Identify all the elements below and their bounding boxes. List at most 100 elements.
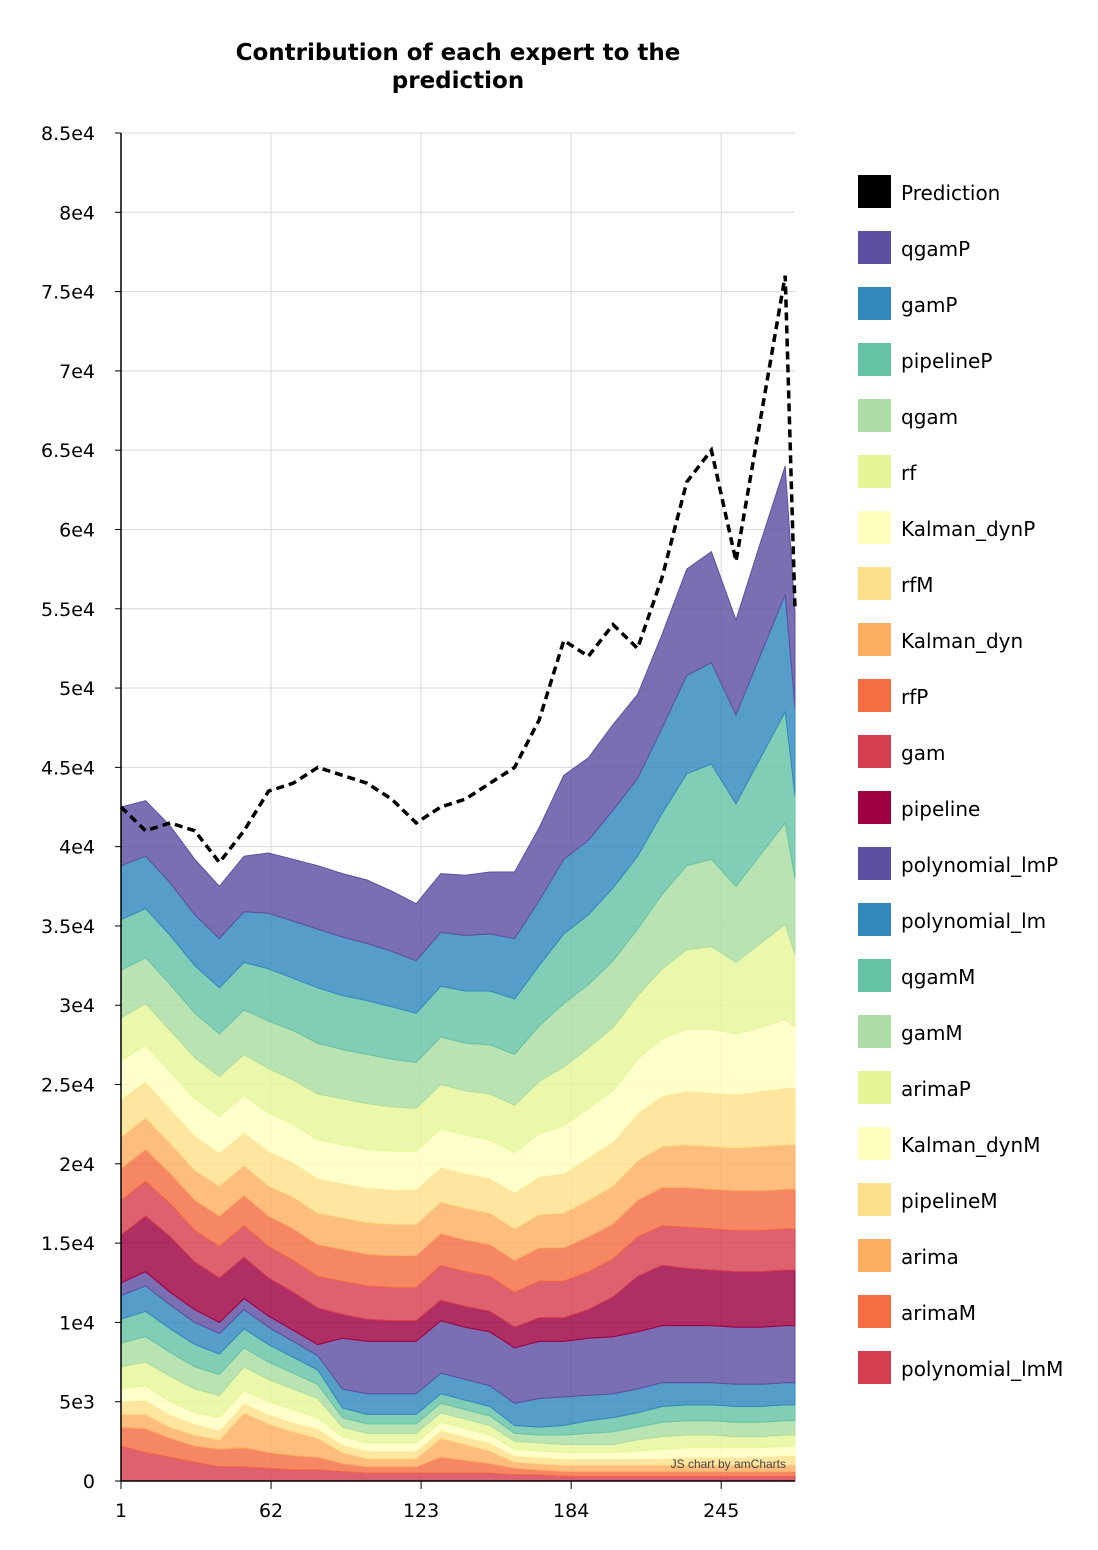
legend-swatch — [858, 1295, 891, 1328]
legend-label: polynomial_lmP — [901, 853, 1058, 877]
y-tick-label: 4.5e4 — [41, 757, 95, 779]
legend-item-arimaP[interactable]: arimaP — [858, 1071, 971, 1104]
legend-swatch — [858, 511, 891, 544]
prediction-line[interactable] — [119, 275, 797, 866]
legend-swatch — [858, 175, 891, 208]
legend-swatch — [858, 1127, 891, 1160]
legend-item-qgam[interactable]: qgam — [858, 399, 958, 432]
legend-swatch — [858, 735, 891, 768]
legend-item-polynomial_lm[interactable]: polynomial_lm — [858, 903, 1046, 936]
legend-item-Kalman_dyn[interactable]: Kalman_dyn — [858, 623, 1023, 656]
legend-label: qgamP — [901, 237, 970, 261]
legend-label: rfM — [901, 573, 934, 597]
legend-swatch — [858, 1071, 891, 1104]
legend-label: rfP — [901, 685, 928, 709]
y-tick-label: 4e4 — [59, 837, 95, 859]
legend-label: Kalman_dynP — [901, 517, 1035, 541]
y-tick-label: 5.5e4 — [41, 599, 95, 621]
y-tick-label: 5e4 — [59, 678, 95, 700]
legend-label: gamP — [901, 293, 958, 317]
legend-swatch — [858, 231, 891, 264]
y-tick-label: 7.5e4 — [41, 282, 95, 304]
legend-label: qgam — [901, 405, 958, 429]
area-series-qgamP[interactable] — [120, 465, 796, 962]
legend-item-gamM[interactable]: gamM — [858, 1015, 963, 1048]
legend-item-gamP[interactable]: gamP — [858, 287, 958, 320]
stacked-areas — [120, 465, 796, 1482]
legend-item-rf[interactable]: rf — [858, 455, 917, 488]
legend-swatch — [858, 959, 891, 992]
y-tick-label: 5e3 — [59, 1392, 95, 1414]
y-tick-label: 2.5e4 — [41, 1075, 95, 1097]
legend-item-pipelineM[interactable]: pipelineM — [858, 1183, 998, 1216]
y-tick-label: 6.5e4 — [41, 440, 95, 462]
legend-swatch — [858, 567, 891, 600]
legend-label: polynomial_lm — [901, 909, 1046, 933]
x-tick-label: 1 — [115, 1500, 127, 1522]
legend-swatch — [858, 287, 891, 320]
legend-item-rfP[interactable]: rfP — [858, 679, 928, 712]
legend-item-polynomial_lmP[interactable]: polynomial_lmP — [858, 847, 1058, 880]
y-tick-label: 2e4 — [59, 1154, 95, 1176]
legend-item-arima[interactable]: arima — [858, 1239, 959, 1272]
x-tick-label: 184 — [553, 1500, 589, 1522]
legend-item-gam[interactable]: gam — [858, 735, 945, 768]
legend-swatch — [858, 1351, 891, 1384]
y-tick-label: 6e4 — [59, 519, 95, 541]
prediction-line-layer — [119, 275, 797, 866]
chart-title: Contribution of each expert to the predi… — [236, 40, 681, 94]
legend: Prediction qgamP gamP pipelineP qgam rf Kalman… — [858, 175, 1063, 1384]
legend-swatch — [858, 903, 891, 936]
legend-item-Kalman_dynP[interactable]: Kalman_dynP — [858, 511, 1035, 544]
x-tick-label: 62 — [259, 1500, 283, 1522]
legend-label: pipelineP — [901, 349, 992, 373]
legend-swatch — [858, 455, 891, 488]
legend-label: gamM — [901, 1021, 963, 1045]
y-tick-label: 3e4 — [59, 995, 95, 1017]
y-tick-label: 8.5e4 — [41, 123, 95, 145]
y-tick-label: 0 — [83, 1471, 95, 1493]
legend-label: gam — [901, 741, 945, 765]
legend-swatch — [858, 1015, 891, 1048]
x-tick-label: 245 — [703, 1500, 739, 1522]
legend-swatch — [858, 399, 891, 432]
legend-label: arimaP — [901, 1077, 971, 1101]
legend-label: Kalman_dynM — [901, 1133, 1040, 1157]
y-tick-label: 3.5e4 — [41, 916, 95, 938]
chart-title-line2: prediction — [392, 68, 524, 94]
legend-item-rfM[interactable]: rfM — [858, 567, 934, 600]
legend-item-qgamP[interactable]: qgamP — [858, 231, 970, 264]
legend-label: rf — [901, 461, 917, 485]
y-tick-label: 1.5e4 — [41, 1233, 95, 1255]
legend-swatch — [858, 791, 891, 824]
legend-label: pipelineM — [901, 1189, 998, 1213]
legend-swatch — [858, 679, 891, 712]
legend-label: pipeline — [901, 797, 980, 821]
legend-label: polynomial_lmM — [901, 1357, 1063, 1381]
legend-label: arima — [901, 1245, 959, 1269]
y-tick-label: 8e4 — [59, 202, 95, 224]
legend-item-Kalman_dynM[interactable]: Kalman_dynM — [858, 1127, 1040, 1160]
axes: 0 5e3 1e4 1.5e4 2e4 2.5e4 3e4 3.5e4 4e4 4.5e4 5e4 5… — [41, 123, 795, 1522]
amcharts-credit[interactable]: JS chart by amCharts — [671, 1457, 786, 1471]
legend-item-pipeline[interactable]: pipeline — [858, 791, 980, 824]
legend-item-qgamM[interactable]: qgamM — [858, 959, 975, 992]
legend-label: arimaM — [901, 1301, 976, 1325]
legend-item-pipelineP[interactable]: pipelineP — [858, 343, 992, 376]
legend-swatch — [858, 847, 891, 880]
legend-item-Prediction[interactable]: Prediction — [858, 175, 1000, 208]
legend-label: Kalman_dyn — [901, 629, 1023, 653]
x-tick-label: 123 — [403, 1500, 439, 1522]
legend-label: Prediction — [901, 181, 1000, 205]
chart-title-line1: Contribution of each expert to the — [236, 40, 681, 66]
y-tick-label: 7e4 — [59, 361, 95, 383]
legend-item-polynomial_lmM[interactable]: polynomial_lmM — [858, 1351, 1063, 1384]
legend-swatch — [858, 343, 891, 376]
legend-item-arimaM[interactable]: arimaM — [858, 1295, 976, 1328]
legend-swatch — [858, 623, 891, 656]
y-tick-label: 1e4 — [59, 1312, 95, 1334]
legend-label: qgamM — [901, 965, 975, 989]
legend-swatch — [858, 1183, 891, 1216]
legend-swatch — [858, 1239, 891, 1272]
